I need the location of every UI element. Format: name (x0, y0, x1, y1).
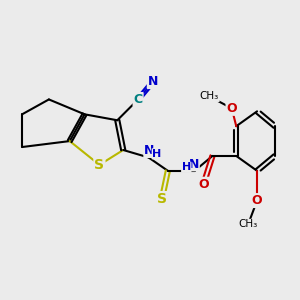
Text: O: O (226, 102, 237, 115)
Text: CH₃: CH₃ (200, 92, 219, 101)
Text: S: S (94, 158, 104, 172)
Text: N: N (189, 158, 199, 171)
Text: H: H (182, 162, 191, 172)
Text: N: N (148, 75, 158, 88)
Text: S: S (157, 192, 167, 206)
Text: H: H (152, 149, 161, 159)
Text: C: C (134, 93, 143, 106)
Text: N: N (144, 144, 154, 158)
Text: O: O (252, 194, 262, 207)
Text: CH₃: CH₃ (238, 219, 258, 230)
Text: O: O (198, 178, 209, 191)
